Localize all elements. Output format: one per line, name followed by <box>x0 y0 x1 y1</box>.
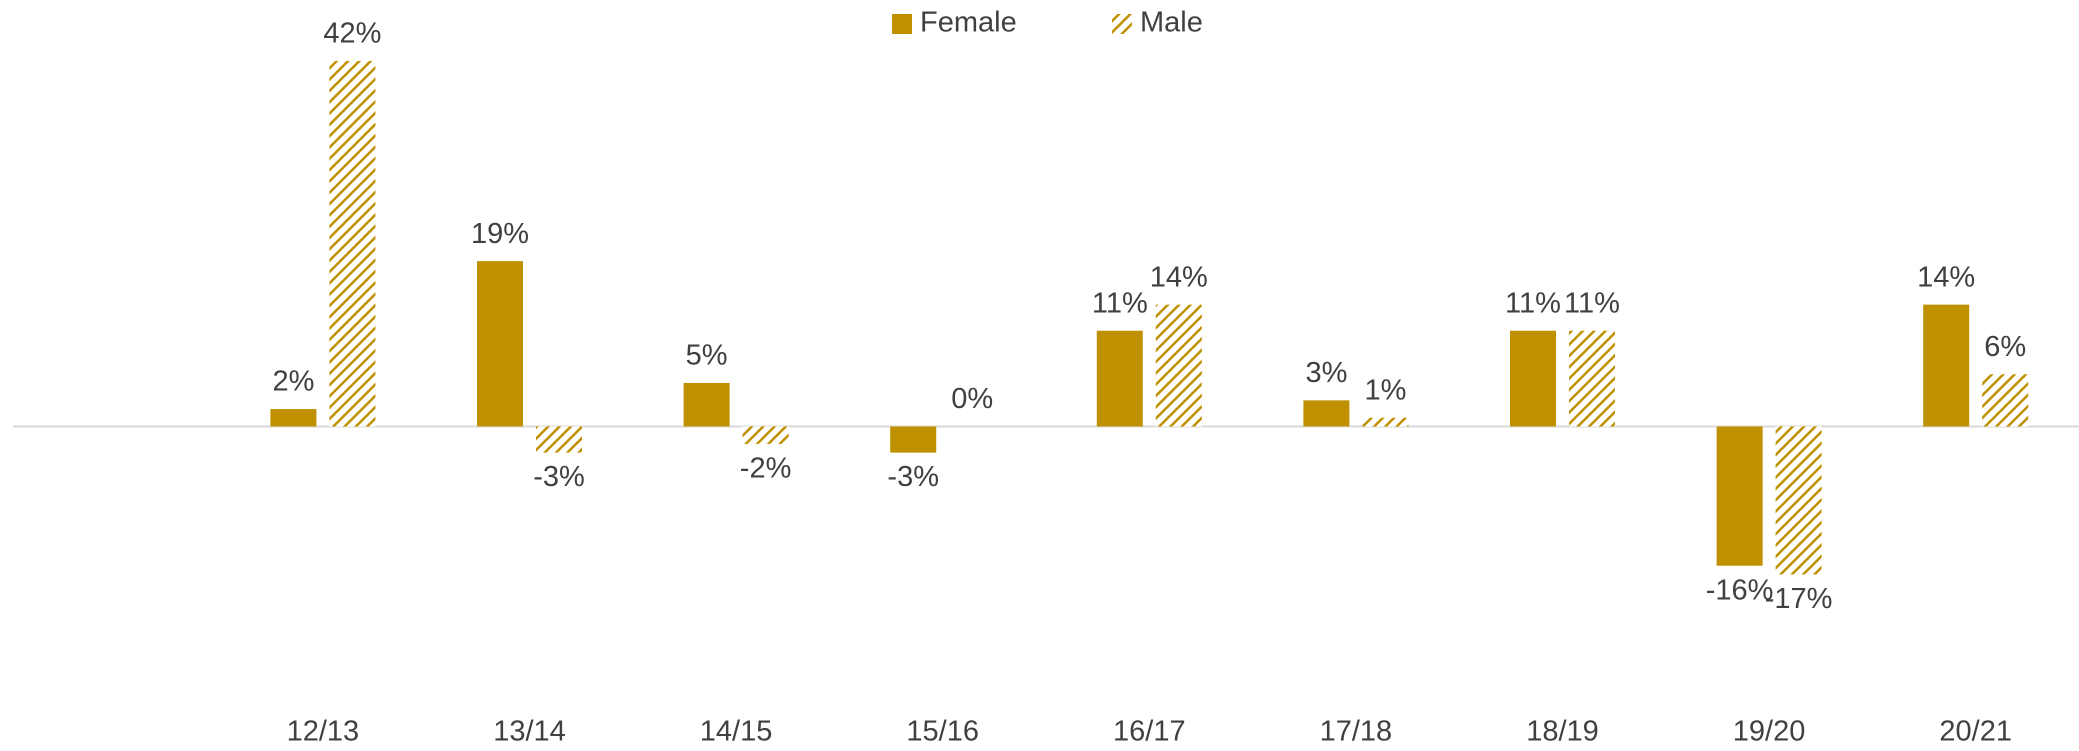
data-label: 19% <box>471 218 529 250</box>
legend-label: Male <box>1140 7 1203 39</box>
bar <box>1716 426 1763 566</box>
x-tick-label: 18/19 <box>1526 716 1599 748</box>
x-tick-label: 15/16 <box>906 716 979 748</box>
data-label: 14% <box>1917 261 1975 293</box>
data-label: -3% <box>887 461 939 493</box>
data-label: 42% <box>323 18 381 50</box>
data-label: 0% <box>951 383 993 415</box>
bar <box>329 60 376 427</box>
bar <box>1510 330 1556 427</box>
bar <box>536 426 582 453</box>
bar <box>1923 304 1970 427</box>
data-label: 11% <box>1564 287 1620 319</box>
bar <box>1096 330 1143 427</box>
x-tick-label: 19/20 <box>1733 716 1806 748</box>
x-tick-label: 14/15 <box>700 716 773 748</box>
x-tick-label: 17/18 <box>1320 716 1393 748</box>
bar <box>270 409 317 427</box>
bar <box>742 426 789 444</box>
data-label: 1% <box>1364 374 1406 406</box>
legend-swatch <box>892 14 912 34</box>
data-label: 5% <box>686 340 728 372</box>
x-tick-label: 13/14 <box>493 716 566 748</box>
data-label: 3% <box>1305 357 1347 389</box>
bar <box>1362 417 1409 427</box>
data-label: -2% <box>740 453 792 485</box>
x-tick-label: 20/21 <box>1939 716 2012 748</box>
x-tick-label: 16/17 <box>1113 716 1186 748</box>
bar <box>683 382 730 427</box>
data-label: -17% <box>1765 583 1833 615</box>
data-label: 14% <box>1150 261 1208 293</box>
data-label: 2% <box>272 366 314 398</box>
data-label: 6% <box>1984 331 2026 363</box>
bar <box>890 426 937 453</box>
legend-label: Female <box>920 7 1017 39</box>
bar <box>1775 426 1822 575</box>
x-tick-label: 12/13 <box>287 716 360 748</box>
bar <box>1569 330 1615 427</box>
bar <box>1303 400 1350 427</box>
bar <box>477 261 523 427</box>
legend-swatch <box>1112 14 1132 34</box>
data-label: -3% <box>533 461 585 493</box>
bar <box>1982 374 2029 427</box>
data-label: -16% <box>1706 574 1774 606</box>
data-label: 11% <box>1092 287 1148 319</box>
data-label: 11% <box>1505 287 1561 319</box>
bar <box>1155 304 1202 427</box>
